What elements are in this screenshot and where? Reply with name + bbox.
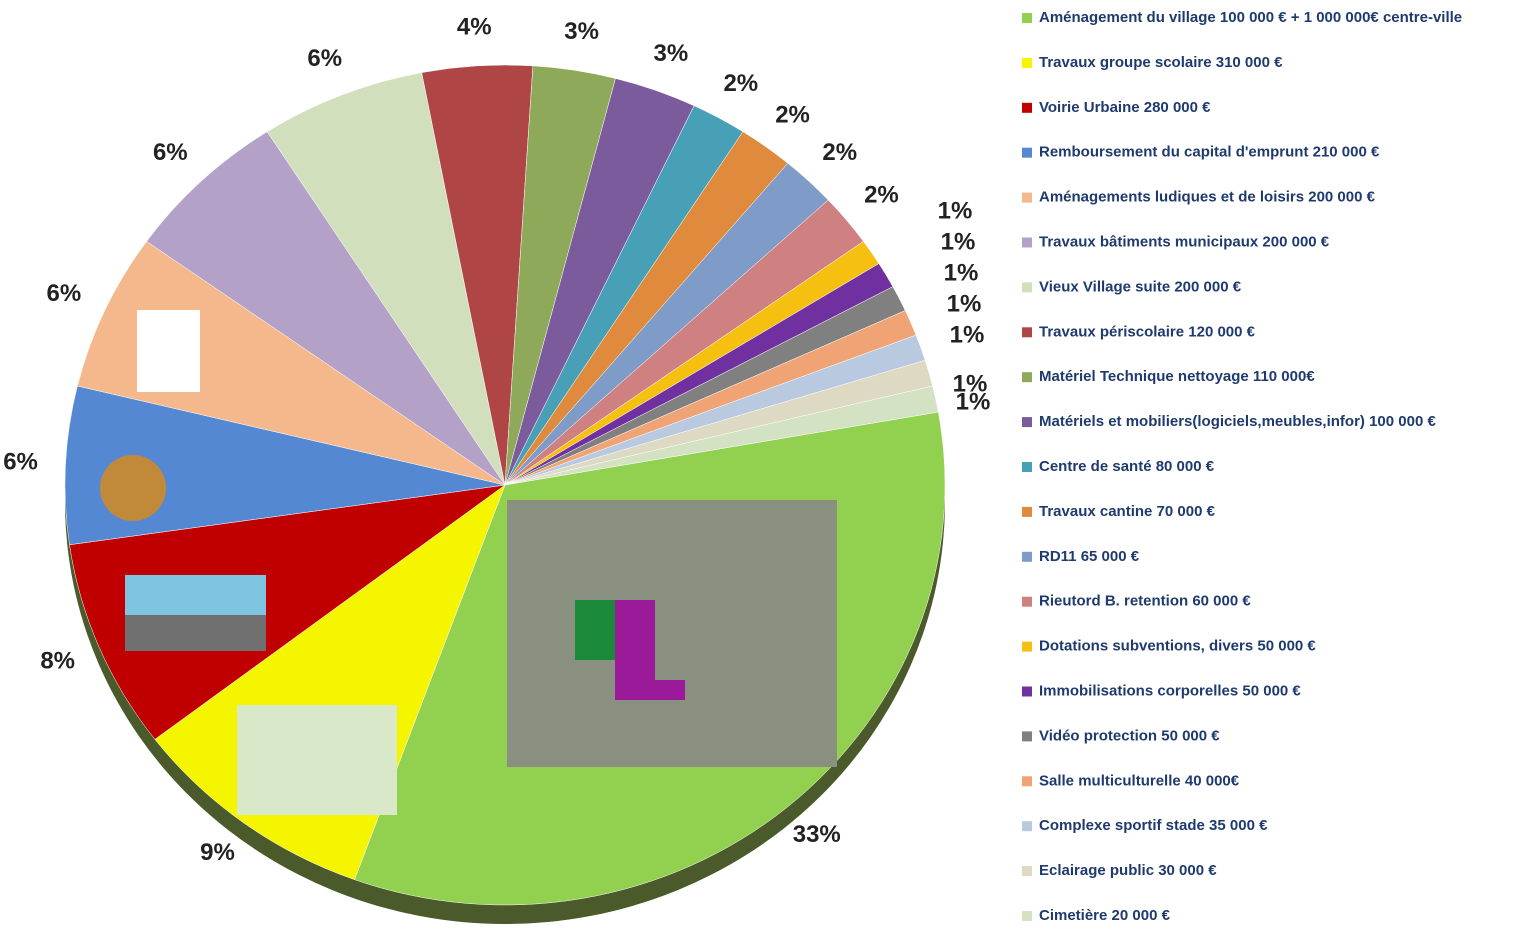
- legend-swatch: [1022, 192, 1032, 203]
- pie-slice: [146, 131, 506, 486]
- legend-label: Aménagements ludiques et de loisirs 200 …: [1039, 189, 1376, 206]
- legend-label: Vieux Village suite 200 000 €: [1039, 278, 1242, 295]
- picture-detail: [615, 600, 685, 700]
- legend-swatch: [1022, 102, 1032, 113]
- money-bag-picture: [100, 455, 166, 521]
- legend-swatch: [1022, 821, 1032, 832]
- value-label: 8%: [40, 647, 75, 674]
- pie: [64, 64, 946, 906]
- value-label: 2%: [775, 102, 810, 129]
- value-label: 6%: [3, 449, 38, 476]
- legend-label: Dotations subventions, divers 50 000 €: [1039, 638, 1316, 655]
- legend-label: Vidéo protection 50 000 €: [1039, 727, 1220, 744]
- legend-label: Matériels et mobiliers(logiciels,meubles…: [1039, 413, 1436, 430]
- scooter-picture: [137, 310, 200, 392]
- legend-label: Centre de santé 80 000 €: [1039, 458, 1215, 475]
- pie-slice: [266, 72, 506, 486]
- legend-label: Travaux groupe scolaire 310 000 €: [1039, 54, 1283, 71]
- pie-slice: [504, 385, 939, 486]
- value-label: 33%: [793, 821, 841, 848]
- legend-swatch: [1022, 776, 1032, 787]
- picture-detail: [575, 600, 615, 660]
- legend-swatch: [1022, 596, 1032, 607]
- legend-label: Travaux cantine 70 000 €: [1039, 503, 1216, 520]
- value-label: 2%: [723, 70, 758, 97]
- aerial-picture: [507, 500, 837, 767]
- pie-slice: [64, 385, 506, 546]
- value-label: 1%: [947, 290, 982, 317]
- legend-swatch: [1022, 641, 1032, 652]
- legend-swatch: [1022, 417, 1032, 428]
- legend-label: Remboursement du capital d'emprunt 210 0…: [1039, 144, 1380, 161]
- legend-swatch: [1022, 282, 1032, 293]
- legend-swatch: [1022, 57, 1032, 68]
- value-label: 1%: [953, 370, 988, 397]
- legend-label: Voirie Urbaine 280 000 €: [1039, 99, 1211, 116]
- legend-swatch: [1022, 372, 1032, 383]
- legend-swatch: [1022, 13, 1032, 23]
- legend-swatch: [1022, 237, 1032, 248]
- pie-slice: [77, 241, 506, 486]
- road-picture-detail: [125, 615, 266, 651]
- legend-swatch: [1022, 911, 1032, 921]
- legend-label: RD11 65 000 €: [1039, 548, 1140, 565]
- legend: Aménagement du village 100 000 € + 1 000…: [1022, 9, 1462, 924]
- legend-swatch: [1022, 551, 1032, 562]
- legend-swatch: [1022, 327, 1032, 338]
- legend-label: Aménagement du village 100 000 € + 1 000…: [1039, 9, 1462, 26]
- legend-swatch: [1022, 147, 1032, 158]
- pie-slice: [69, 484, 506, 740]
- legend-swatch: [1022, 686, 1032, 697]
- value-label: 4%: [457, 13, 492, 40]
- value-label: 1%: [944, 259, 979, 286]
- value-label: 2%: [822, 139, 857, 166]
- value-label: 6%: [46, 280, 81, 307]
- value-label: 3%: [564, 18, 599, 45]
- legend-label: Matériel Technique nettoyage 110 000€: [1039, 368, 1315, 385]
- value-label: 2%: [864, 182, 899, 209]
- value-label: 1%: [938, 197, 973, 224]
- legend-label: Eclairage public 30 000 €: [1039, 862, 1217, 879]
- legend-label: Immobilisations corporelles 50 000 €: [1039, 682, 1301, 699]
- playground-picture: [237, 705, 397, 815]
- legend-label: Salle multiculturelle 40 000€: [1039, 772, 1240, 789]
- legend-swatch: [1022, 866, 1032, 877]
- value-label: 9%: [200, 839, 235, 866]
- legend-label: Travaux bâtiments municipaux 200 000 €: [1039, 233, 1330, 250]
- value-label: 1%: [956, 388, 991, 415]
- legend-label: Rieutord B. retention 60 000 €: [1039, 593, 1251, 610]
- legend-swatch: [1022, 462, 1032, 472]
- value-label: 6%: [153, 139, 188, 166]
- legend-label: Complexe sportif stade 35 000 €: [1039, 817, 1268, 834]
- legend-swatch: [1022, 731, 1032, 742]
- legend-label: Travaux périscolaire 120 000 €: [1039, 323, 1256, 340]
- value-label: 1%: [950, 321, 985, 348]
- value-label: 6%: [307, 45, 342, 72]
- value-label: 3%: [654, 40, 689, 67]
- legend-swatch: [1022, 506, 1032, 517]
- legend-label: Cimetière 20 000 €: [1039, 907, 1171, 924]
- value-labels: 33%9%8%6%6%6%6%4% 3%3%2%2%2%2%1%1%1%1%1%1…: [3, 13, 990, 866]
- value-label: 1%: [941, 228, 976, 255]
- pictures: [100, 310, 837, 815]
